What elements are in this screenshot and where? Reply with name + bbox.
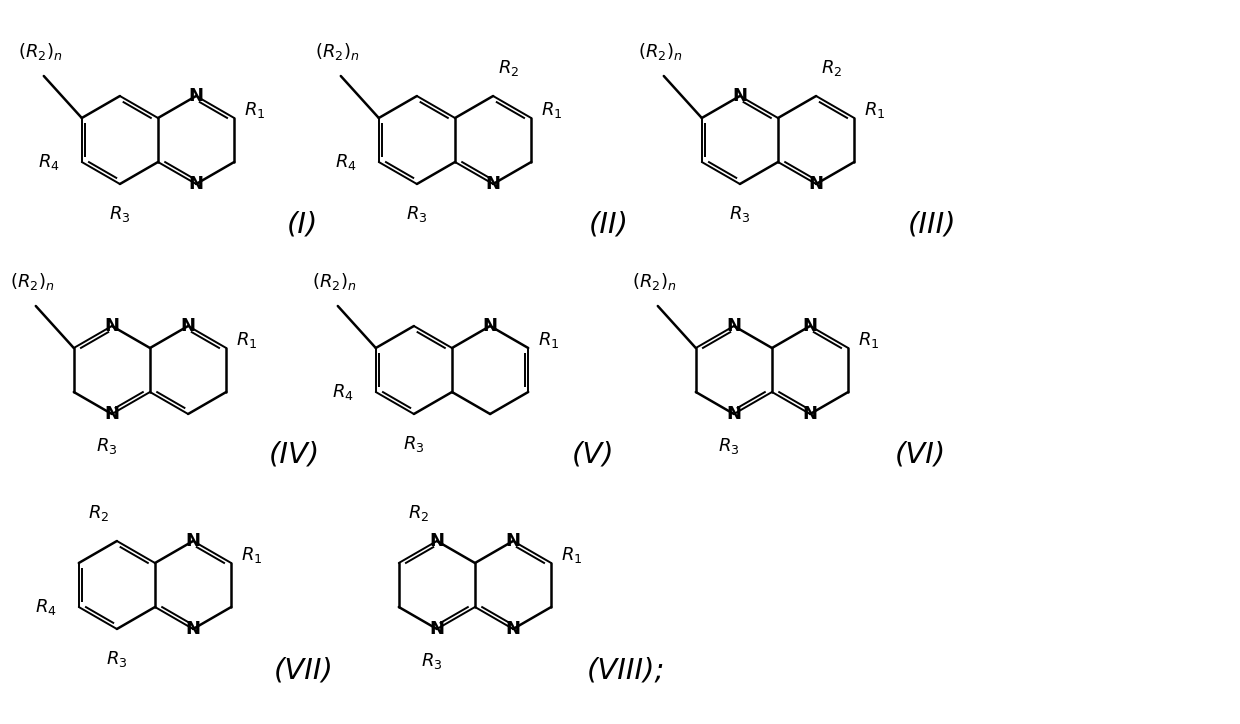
Text: $(R_2)_n$: $(R_2)_n$	[637, 41, 682, 62]
Text: $R_1$: $R_1$	[537, 330, 559, 350]
Text: (I): (I)	[286, 211, 317, 239]
Text: $R_1$: $R_1$	[236, 330, 257, 350]
Text: N: N	[486, 175, 501, 193]
Text: $R_4$: $R_4$	[332, 382, 353, 402]
Text: N: N	[506, 532, 521, 550]
Text: $R_3$: $R_3$	[718, 436, 739, 456]
Text: (VII): (VII)	[273, 656, 334, 684]
Text: N: N	[104, 405, 119, 423]
Text: N: N	[429, 620, 444, 638]
Text: N: N	[802, 317, 817, 335]
Text: (VIII);: (VIII);	[587, 656, 666, 684]
Text: $R_3$: $R_3$	[107, 649, 128, 669]
Text: N: N	[727, 317, 742, 335]
Text: $R_4$: $R_4$	[38, 152, 60, 172]
Text: N: N	[186, 532, 201, 550]
Text: $R_1$: $R_1$	[241, 545, 262, 565]
Text: (VI): (VI)	[894, 441, 946, 469]
Text: N: N	[104, 317, 119, 335]
Text: $(R_2)_n$: $(R_2)_n$	[631, 271, 676, 292]
Text: $R_2$: $R_2$	[821, 58, 842, 78]
Text: $R_1$: $R_1$	[560, 545, 582, 565]
Text: $R_3$: $R_3$	[407, 204, 428, 224]
Text: N: N	[181, 317, 196, 335]
Text: $R_3$: $R_3$	[729, 204, 750, 224]
Text: $(R_2)_n$: $(R_2)_n$	[315, 41, 360, 62]
Text: $R_3$: $R_3$	[403, 434, 424, 454]
Text: N: N	[727, 405, 742, 423]
Text: N: N	[733, 87, 748, 105]
Text: $R_3$: $R_3$	[109, 204, 130, 224]
Text: $R_1$: $R_1$	[863, 100, 885, 120]
Text: $R_2$: $R_2$	[408, 503, 429, 523]
Text: (IV): (IV)	[269, 441, 320, 469]
Text: (II): (II)	[589, 211, 629, 239]
Text: N: N	[188, 175, 203, 193]
Text: $R_2$: $R_2$	[498, 58, 520, 78]
Text: $R_4$: $R_4$	[35, 597, 57, 617]
Text: $R_3$: $R_3$	[97, 436, 118, 456]
Text: $R_2$: $R_2$	[88, 503, 109, 523]
Text: $(R_2)_n$: $(R_2)_n$	[17, 41, 62, 62]
Text: N: N	[808, 175, 823, 193]
Text: $R_1$: $R_1$	[541, 100, 562, 120]
Text: N: N	[506, 620, 521, 638]
Text: N: N	[802, 405, 817, 423]
Text: $R_1$: $R_1$	[858, 330, 879, 350]
Text: $R_1$: $R_1$	[243, 100, 265, 120]
Text: $(R_2)_n$: $(R_2)_n$	[10, 271, 55, 292]
Text: (III): (III)	[908, 211, 956, 239]
Text: N: N	[482, 317, 497, 335]
Text: (V): (V)	[572, 441, 615, 469]
Text: $(R_2)_n$: $(R_2)_n$	[311, 271, 356, 292]
Text: N: N	[186, 620, 201, 638]
Text: $R_4$: $R_4$	[335, 152, 357, 172]
Text: $R_3$: $R_3$	[422, 651, 443, 671]
Text: N: N	[188, 87, 203, 105]
Text: N: N	[429, 532, 444, 550]
